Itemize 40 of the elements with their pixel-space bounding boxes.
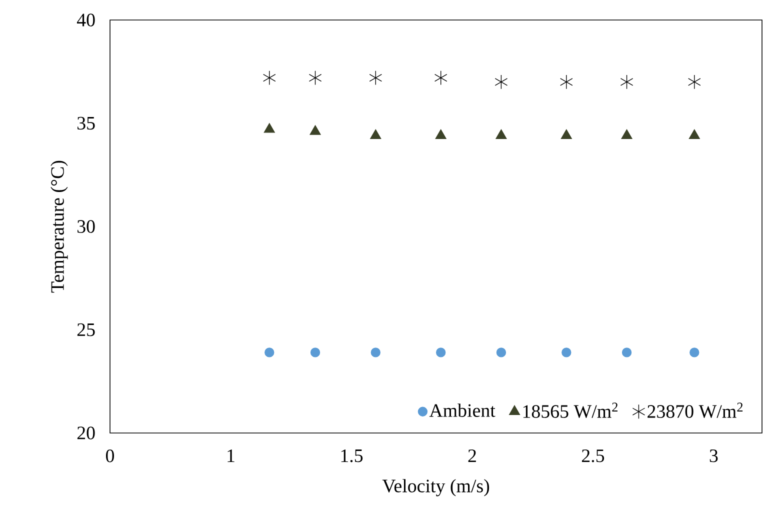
legend-label: 18565 W/m$^{2}$ (523, 402, 618, 418)
point (310, 125, 321, 135)
y-axis-title: Temperature (°C) (50, 160, 68, 293)
point (370, 348, 380, 358)
point (370, 129, 382, 139)
point (562, 348, 572, 358)
point (560, 74, 573, 90)
point (264, 123, 275, 133)
point (496, 348, 506, 358)
point (560, 129, 572, 139)
point (308, 70, 322, 86)
point (436, 348, 446, 358)
x-tick-label: 2 (468, 449, 476, 462)
point (620, 74, 634, 90)
point (688, 74, 701, 90)
point (264, 348, 274, 358)
point (621, 129, 632, 139)
y-tick-label: 30 (78, 220, 95, 233)
point (369, 70, 382, 86)
x-tick-label: 1.5 (341, 449, 363, 462)
x-tick-label: 3 (710, 449, 718, 462)
point (434, 70, 448, 86)
point (690, 348, 700, 358)
y-tick-label: 25 (77, 323, 95, 336)
y-tick-label: 35 (78, 116, 95, 130)
x-axis-title: Velocity (m/s) (382, 479, 490, 496)
legend-label: 23870 W/m$^{2}$ (648, 402, 743, 418)
point (435, 129, 446, 139)
x-tick-label: 2.5 (582, 449, 604, 462)
legend-label: Ambient (429, 404, 496, 417)
point (622, 348, 632, 358)
x-tick-label: 1 (228, 449, 234, 462)
x-tick-label: 0 (106, 449, 114, 462)
point (262, 70, 276, 86)
y-tick-label: 20 (77, 426, 95, 440)
y-tick-label: 40 (76, 14, 95, 26)
point (494, 74, 508, 90)
point (496, 129, 507, 139)
point (310, 348, 320, 358)
point (688, 129, 700, 139)
